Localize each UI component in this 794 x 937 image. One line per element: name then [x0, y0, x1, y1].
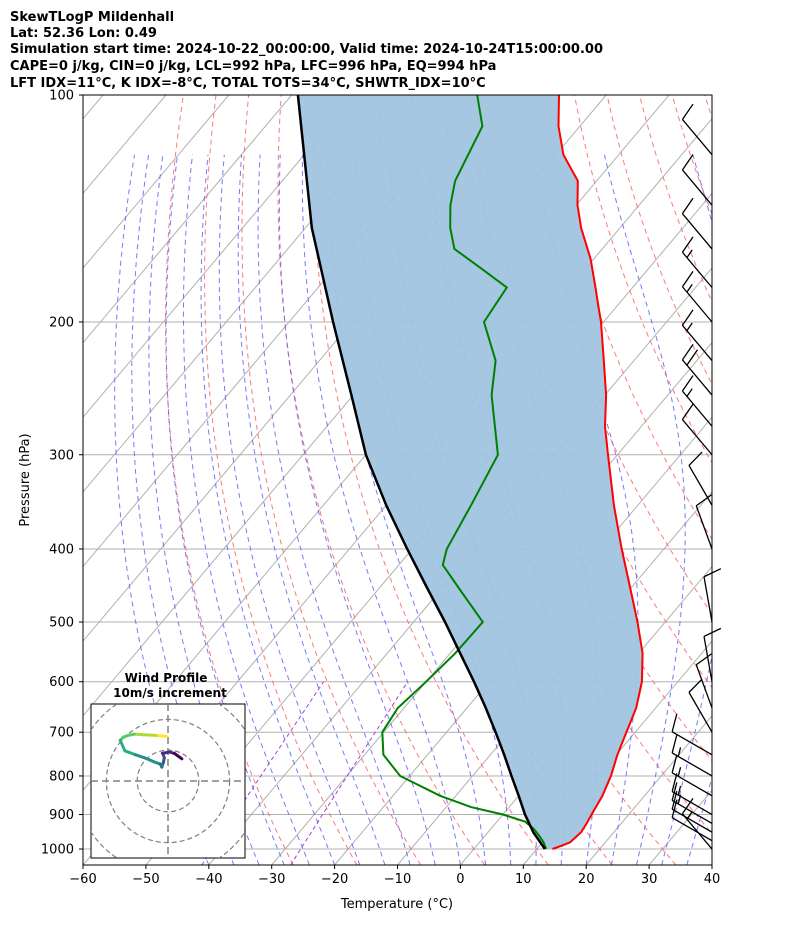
- parcel-line: [296, 95, 546, 850]
- moist-adiabat-line: [686, 775, 712, 865]
- x-axis-label: Temperature (°C): [340, 897, 453, 912]
- title-line: Simulation start time: 2024-10-22_00:00:…: [10, 42, 603, 57]
- moist-adiabat-line: [301, 154, 461, 865]
- profile-lines: [296, 95, 644, 850]
- moist-adiabat-line: [278, 154, 436, 865]
- wind-barb: [681, 236, 713, 288]
- wind-barb: [688, 451, 713, 506]
- hodograph-subtitle: 10m/s increment: [113, 686, 227, 700]
- isotherm-gridline: [83, 95, 355, 419]
- x-tick-label: 0: [456, 872, 464, 887]
- dry-adiabat-line: [165, 95, 294, 865]
- wind-barb: [695, 494, 713, 550]
- axis-ticks: −60 −50 −40 −30 −20 −10 0 10 20 30 40 1000 900 800 700…: [41, 89, 720, 888]
- y-axis-label: Pressure (hPa): [18, 433, 33, 526]
- cape-shading: [297, 95, 643, 849]
- isotherm-gridline: [775, 95, 794, 865]
- moist-adiabat-line: [257, 154, 411, 865]
- isotherm-gridline: [83, 95, 293, 344]
- hodograph-segment: [175, 753, 184, 761]
- isotherm-gridline: [334, 416, 712, 865]
- moist-adiabat-line: [182, 154, 310, 865]
- y-tick-label: 500: [49, 616, 74, 631]
- wind-barb: [671, 754, 713, 797]
- hodograph-segment: [132, 732, 145, 737]
- dry-adiabat-line: [204, 95, 358, 865]
- wind-barbs: [671, 103, 722, 850]
- x-tick-label: −30: [258, 872, 285, 887]
- wind-barb: [671, 734, 713, 777]
- dry-adiabat-line: [573, 95, 712, 464]
- wind-barb: [671, 713, 713, 756]
- dry-adiabat-line: [443, 95, 712, 762]
- x-tick-label: 10: [515, 872, 532, 887]
- hodograph-title: Wind Profile: [125, 671, 208, 685]
- moist-adiabat-line: [200, 154, 336, 865]
- x-tick-label: −60: [69, 872, 96, 887]
- moist-adiabat-line: [165, 154, 285, 865]
- y-tick-label: 900: [49, 808, 74, 823]
- wind-barb: [681, 344, 713, 396]
- dry-adiabat-line: [541, 95, 712, 541]
- title-line: LFT IDX=11°C, K IDX=-8°C, TOTAL TOTS=34°…: [10, 76, 486, 91]
- hodograph-inset: Wind Profile 10m/s increment: [90, 671, 246, 859]
- isotherm-gridline: [711, 864, 712, 865]
- x-tick-label: 20: [578, 872, 595, 887]
- wind-barb: [681, 270, 713, 323]
- x-tick-label: −10: [384, 872, 411, 887]
- dry-adiabat-line: [704, 95, 712, 120]
- x-tick-label: −20: [321, 872, 348, 887]
- wind-barb: [703, 627, 722, 682]
- moist-adiabat-line: [603, 154, 686, 865]
- hodograph-segment: [143, 756, 156, 764]
- isotherm-gridline: [585, 714, 712, 865]
- isotherm-gridline: [83, 95, 418, 493]
- temperature-line: [552, 95, 644, 850]
- dry-adiabat-line: [312, 95, 549, 865]
- wind-barb: [681, 309, 713, 361]
- hodograph-segment: [141, 733, 158, 737]
- mixing-ratio-line: [290, 681, 409, 865]
- hodograph-segment: [134, 753, 147, 760]
- moist-adiabat-line: [237, 154, 386, 865]
- x-tick-label: 40: [704, 872, 721, 887]
- y-tick-label: 100: [49, 89, 74, 104]
- y-tick-label: 300: [49, 448, 74, 463]
- dry-adiabat-line: [277, 95, 485, 865]
- moist-adiabat-line: [218, 154, 361, 865]
- hodograph-plot: [91, 704, 245, 858]
- wind-barb: [681, 403, 713, 456]
- x-tick-label: −40: [195, 872, 222, 887]
- isotherm-gridline: [83, 95, 230, 269]
- wind-barb: [695, 653, 713, 709]
- y-tick-label: 800: [49, 769, 74, 784]
- wind-barb: [681, 103, 713, 156]
- y-tick-label: 1000: [41, 843, 74, 858]
- title-line: Lat: 52.36 Lon: 0.49: [10, 26, 157, 41]
- y-tick-label: 400: [49, 542, 74, 557]
- wind-barb: [681, 197, 713, 250]
- cape-shading-area: [297, 95, 643, 849]
- wind-barb: [671, 773, 713, 816]
- x-tick-label: 30: [641, 872, 658, 887]
- moist-adiabat-line: [661, 154, 712, 865]
- wind-barb: [681, 375, 713, 427]
- wind-barb: [681, 154, 713, 206]
- title-line: SkewTLogP Mildenhall: [10, 10, 174, 25]
- y-tick-label: 700: [49, 726, 74, 741]
- hodograph-segment: [123, 749, 138, 757]
- title-block: SkewTLogP Mildenhall Lat: 52.36 Lon: 0.4…: [10, 10, 603, 91]
- x-tick-label: −50: [132, 872, 159, 887]
- y-tick-label: 200: [49, 315, 74, 330]
- title-line: CAPE=0 j/kg, CIN=0 j/kg, LCL=992 hPa, LF…: [10, 59, 496, 74]
- dewpoint-line: [381, 95, 548, 850]
- y-tick-label: 600: [49, 675, 74, 690]
- wind-barb: [703, 568, 722, 623]
- dry-adiabat-line: [737, 95, 794, 865]
- hodograph-segment: [118, 738, 127, 753]
- wind-barb: [688, 678, 713, 733]
- dry-adiabat-line: [770, 95, 794, 865]
